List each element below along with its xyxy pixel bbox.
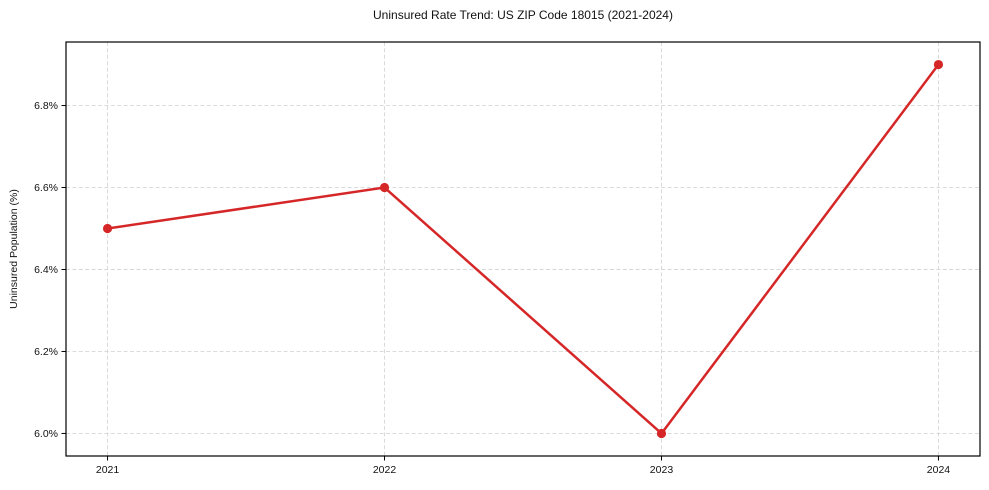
x-tick-label: 2021 (96, 464, 120, 476)
chart-title: Uninsured Rate Trend: US ZIP Code 18015 … (373, 8, 673, 22)
x-tick-label: 2023 (650, 464, 674, 476)
x-tick-label: 2022 (373, 464, 397, 476)
data-point-marker (379, 182, 390, 193)
x-tick-label: 2024 (927, 464, 951, 476)
y-tick-label: 6.4% (34, 264, 58, 276)
data-point-marker (933, 59, 944, 70)
y-tick-label: 6.8% (34, 100, 58, 112)
trend-line (106, 63, 940, 435)
plot-border (65, 41, 981, 457)
y-tick-label: 6.0% (34, 428, 58, 440)
data-point-marker (656, 428, 667, 439)
y-tick-label: 6.6% (34, 182, 58, 194)
data-point-marker (102, 223, 113, 234)
y-tick-label: 6.2% (34, 346, 58, 358)
